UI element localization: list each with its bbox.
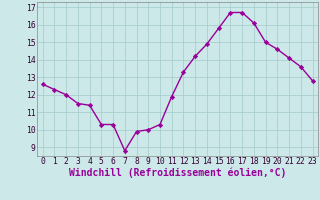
X-axis label: Windchill (Refroidissement éolien,°C): Windchill (Refroidissement éolien,°C): [69, 168, 286, 178]
